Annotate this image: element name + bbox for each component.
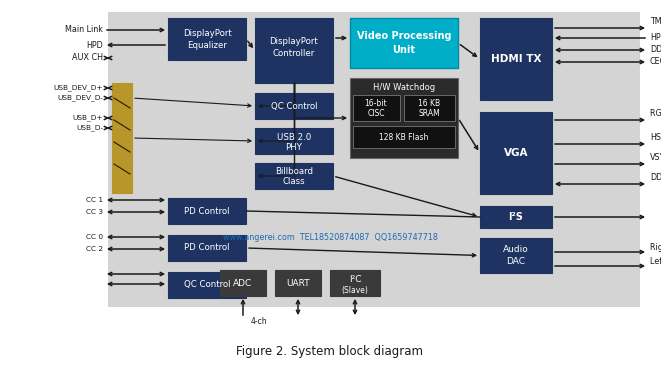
Text: HPD: HPD	[86, 40, 103, 50]
Text: Figure 2. System block diagram: Figure 2. System block diagram	[237, 345, 424, 358]
Bar	[255, 93, 333, 119]
Text: USB_D-: USB_D-	[76, 125, 103, 131]
Text: USB_DEV_D-: USB_DEV_D-	[57, 95, 103, 101]
Text: Audio: Audio	[503, 246, 529, 254]
Text: Right channel: Right channel	[650, 243, 661, 253]
Bar	[353, 126, 455, 148]
Bar	[220, 270, 266, 296]
Text: I²C: I²C	[349, 276, 362, 285]
Text: Equalizer: Equalizer	[187, 42, 227, 50]
Text: 4-ch: 4-ch	[251, 318, 268, 326]
Text: USB_DEV_D+: USB_DEV_D+	[54, 85, 103, 91]
Text: PD Control: PD Control	[184, 206, 230, 216]
Text: DAC: DAC	[506, 258, 525, 266]
Text: CC 0: CC 0	[86, 234, 103, 240]
Text: HSYNC: HSYNC	[650, 134, 661, 142]
Bar	[168, 235, 246, 261]
Text: Controller: Controller	[273, 50, 315, 59]
Text: CC 2: CC 2	[86, 246, 103, 252]
Text: USB 2.0: USB 2.0	[277, 132, 311, 142]
Text: Left channel: Left channel	[650, 258, 661, 266]
Text: ADC: ADC	[233, 278, 253, 288]
Bar	[353, 95, 400, 121]
Text: DDC: DDC	[650, 45, 661, 55]
Bar	[112, 83, 132, 193]
Text: Unit: Unit	[393, 45, 416, 55]
Text: USB_D+: USB_D+	[73, 115, 103, 121]
Text: PHY: PHY	[286, 142, 303, 152]
Bar	[480, 206, 552, 228]
Text: CC 3: CC 3	[86, 209, 103, 215]
Text: UART: UART	[286, 278, 310, 288]
Text: Video Processing: Video Processing	[357, 31, 451, 41]
Text: HPD: HPD	[650, 33, 661, 42]
Bar	[350, 18, 458, 68]
Text: TMDS: TMDS	[650, 17, 661, 27]
Text: I²S: I²S	[508, 212, 524, 222]
Text: PD Control: PD Control	[184, 243, 230, 253]
Bar	[255, 163, 333, 189]
Bar	[168, 272, 246, 298]
Text: 16-bit: 16-bit	[365, 99, 387, 109]
Text: DisplayPort: DisplayPort	[182, 30, 231, 38]
Text: DisplayPort: DisplayPort	[270, 37, 319, 47]
Bar	[480, 18, 552, 100]
Text: (Slave): (Slave)	[342, 286, 368, 296]
Bar	[255, 18, 333, 83]
Bar	[168, 198, 246, 224]
Text: CC 1: CC 1	[86, 197, 103, 203]
Text: VSYNC: VSYNC	[650, 154, 661, 162]
Bar	[168, 18, 246, 60]
Text: HDMI TX: HDMI TX	[490, 54, 541, 64]
Text: CISC: CISC	[368, 109, 385, 119]
Text: QC Control: QC Control	[271, 102, 317, 110]
Bar	[480, 112, 552, 194]
Text: 128 KB Flash: 128 KB Flash	[379, 132, 429, 142]
Bar	[480, 238, 552, 273]
Text: 16 KB: 16 KB	[418, 99, 440, 109]
Text: Main Link: Main Link	[65, 25, 103, 35]
Text: AUX CH: AUX CH	[72, 54, 103, 62]
Bar	[330, 270, 380, 296]
Text: Class: Class	[283, 177, 305, 186]
Bar	[404, 95, 455, 121]
Bar	[275, 270, 321, 296]
Text: QC Control: QC Control	[184, 281, 230, 290]
Text: DDC: DDC	[650, 174, 661, 182]
Text: SRAM: SRAM	[418, 109, 440, 119]
Text: RGB channels: RGB channels	[650, 109, 661, 119]
Text: Billboard: Billboard	[275, 167, 313, 176]
Bar	[255, 128, 333, 154]
Text: www.angerei.com  TEL18520874087  QQ1659747718: www.angerei.com TEL18520874087 QQ1659747…	[223, 233, 438, 243]
Text: CEC: CEC	[650, 57, 661, 67]
Bar	[350, 78, 458, 158]
Text: VGA: VGA	[504, 148, 528, 158]
Bar	[108, 12, 640, 307]
Text: H/W Watchdog: H/W Watchdog	[373, 84, 435, 92]
